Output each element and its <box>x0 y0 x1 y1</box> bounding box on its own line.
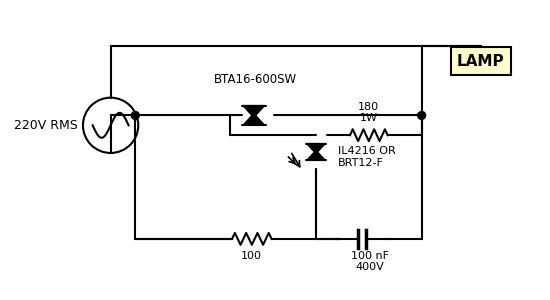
Polygon shape <box>243 106 265 117</box>
Text: LAMP: LAMP <box>457 54 505 69</box>
Text: IL4216 OR
BRT12-F: IL4216 OR BRT12-F <box>338 146 395 168</box>
Polygon shape <box>307 150 325 161</box>
Polygon shape <box>243 113 265 125</box>
Text: 100: 100 <box>241 251 262 261</box>
Text: 100 nF
400V: 100 nF 400V <box>351 251 389 272</box>
Polygon shape <box>307 144 325 154</box>
Text: 220V RMS: 220V RMS <box>14 119 78 132</box>
Circle shape <box>131 112 139 119</box>
Circle shape <box>417 112 426 119</box>
Text: BTA16-600SW: BTA16-600SW <box>214 73 298 86</box>
Text: 180
1W: 180 1W <box>358 102 379 123</box>
FancyBboxPatch shape <box>451 47 510 75</box>
